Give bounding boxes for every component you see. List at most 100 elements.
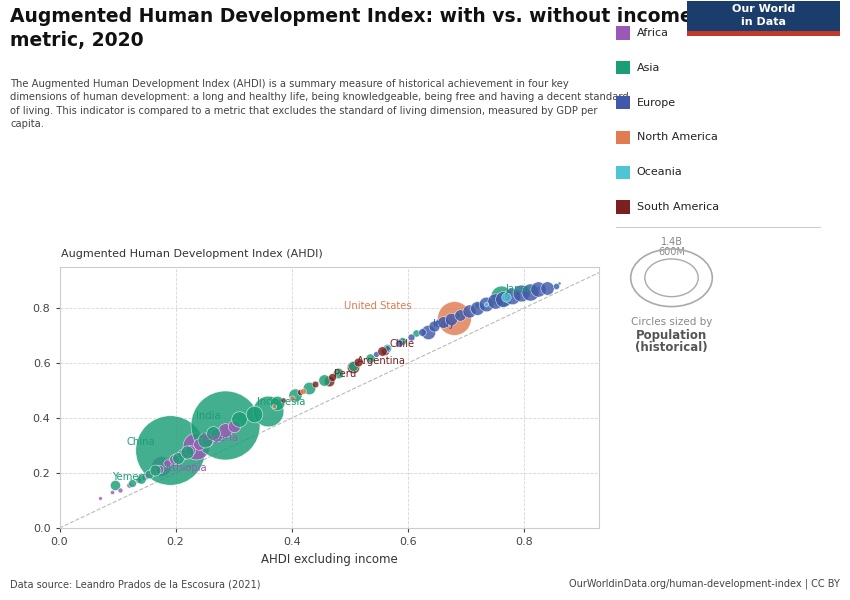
Point bbox=[233, 415, 246, 424]
Point bbox=[152, 464, 166, 474]
Point bbox=[381, 343, 394, 353]
Text: Population: Population bbox=[636, 329, 707, 343]
Text: Augmented Human Development Index: with vs. without income
metric, 2020: Augmented Human Development Index: with … bbox=[10, 7, 693, 50]
Point bbox=[180, 448, 194, 457]
Point bbox=[381, 343, 394, 353]
Point bbox=[189, 441, 202, 451]
Text: 600M: 600M bbox=[658, 247, 685, 257]
Point bbox=[445, 314, 458, 324]
Point bbox=[552, 278, 565, 288]
Point bbox=[450, 310, 464, 320]
Point bbox=[369, 349, 382, 358]
Text: Circles sized by: Circles sized by bbox=[631, 317, 712, 328]
Point bbox=[453, 310, 467, 320]
Point bbox=[131, 475, 145, 485]
Point bbox=[172, 453, 185, 463]
Text: Oceania: Oceania bbox=[637, 167, 683, 177]
Point bbox=[427, 321, 440, 331]
Point bbox=[392, 338, 405, 347]
Text: North America: North America bbox=[637, 133, 717, 142]
Point bbox=[326, 372, 339, 382]
Point bbox=[541, 283, 554, 292]
Point bbox=[288, 390, 302, 400]
Point bbox=[363, 353, 377, 362]
Point bbox=[506, 291, 519, 301]
Text: Our World
in Data: Our World in Data bbox=[732, 4, 795, 27]
Point bbox=[262, 406, 275, 416]
Point bbox=[346, 361, 360, 371]
Text: India: India bbox=[196, 411, 220, 421]
Point bbox=[479, 299, 493, 309]
Point bbox=[192, 439, 206, 449]
Text: Italy: Italy bbox=[433, 319, 454, 329]
Point bbox=[227, 422, 241, 431]
Point bbox=[276, 395, 290, 405]
Point bbox=[285, 393, 298, 403]
Text: Japan: Japan bbox=[505, 284, 533, 293]
Point bbox=[134, 474, 148, 484]
Text: Indonesia: Indonesia bbox=[257, 397, 305, 407]
Point bbox=[184, 445, 197, 455]
Point bbox=[154, 461, 167, 471]
Point bbox=[167, 455, 181, 464]
Point bbox=[531, 284, 545, 294]
Point bbox=[201, 435, 214, 445]
Point bbox=[346, 362, 360, 372]
Point bbox=[207, 428, 220, 438]
Point bbox=[462, 306, 475, 316]
Text: South America: South America bbox=[637, 202, 719, 212]
Point bbox=[523, 287, 536, 296]
Point bbox=[160, 458, 173, 468]
Text: Nigeria: Nigeria bbox=[201, 433, 238, 443]
Point bbox=[496, 294, 510, 304]
Text: Europe: Europe bbox=[637, 98, 676, 107]
Point bbox=[447, 313, 461, 323]
Point bbox=[395, 337, 409, 346]
Point bbox=[143, 470, 156, 479]
Point bbox=[430, 319, 444, 328]
Point bbox=[198, 435, 212, 445]
Point bbox=[471, 301, 484, 310]
Text: China: China bbox=[127, 437, 155, 447]
Point bbox=[125, 478, 139, 487]
Text: United States: United States bbox=[344, 301, 411, 311]
Point bbox=[494, 291, 507, 301]
Point bbox=[549, 281, 563, 291]
Text: OurWorldinData.org/human-development-index | CC BY: OurWorldinData.org/human-development-ind… bbox=[569, 578, 840, 589]
Point bbox=[270, 398, 284, 408]
Point bbox=[209, 430, 223, 439]
Point bbox=[436, 317, 450, 327]
Point bbox=[422, 327, 435, 337]
Text: Augmented Human Development Index (AHDI): Augmented Human Development Index (AHDI) bbox=[61, 249, 323, 259]
Point bbox=[218, 420, 232, 430]
Point bbox=[377, 346, 391, 356]
Point bbox=[293, 387, 307, 397]
Point bbox=[145, 467, 159, 476]
Point bbox=[303, 383, 316, 392]
Point bbox=[410, 328, 423, 338]
Text: Peru: Peru bbox=[334, 369, 356, 379]
Text: Asia: Asia bbox=[637, 63, 660, 73]
Point bbox=[471, 304, 484, 313]
Point bbox=[149, 466, 162, 475]
Point bbox=[297, 386, 310, 395]
X-axis label: AHDI excluding income: AHDI excluding income bbox=[261, 553, 398, 566]
Point bbox=[139, 471, 152, 481]
Point bbox=[268, 401, 281, 410]
Point bbox=[317, 375, 331, 385]
Point bbox=[108, 481, 122, 490]
Text: Yemen: Yemen bbox=[111, 472, 144, 482]
Point bbox=[375, 346, 388, 356]
Text: (historical): (historical) bbox=[635, 341, 708, 355]
Point bbox=[163, 445, 177, 455]
Point bbox=[479, 299, 493, 309]
Point bbox=[247, 409, 261, 419]
Text: Africa: Africa bbox=[637, 28, 669, 38]
Point bbox=[122, 481, 136, 490]
Point bbox=[176, 449, 190, 458]
Point bbox=[488, 296, 502, 306]
Point bbox=[332, 368, 345, 377]
Point bbox=[352, 357, 366, 367]
Text: Chile: Chile bbox=[389, 338, 414, 349]
Point bbox=[308, 379, 321, 389]
